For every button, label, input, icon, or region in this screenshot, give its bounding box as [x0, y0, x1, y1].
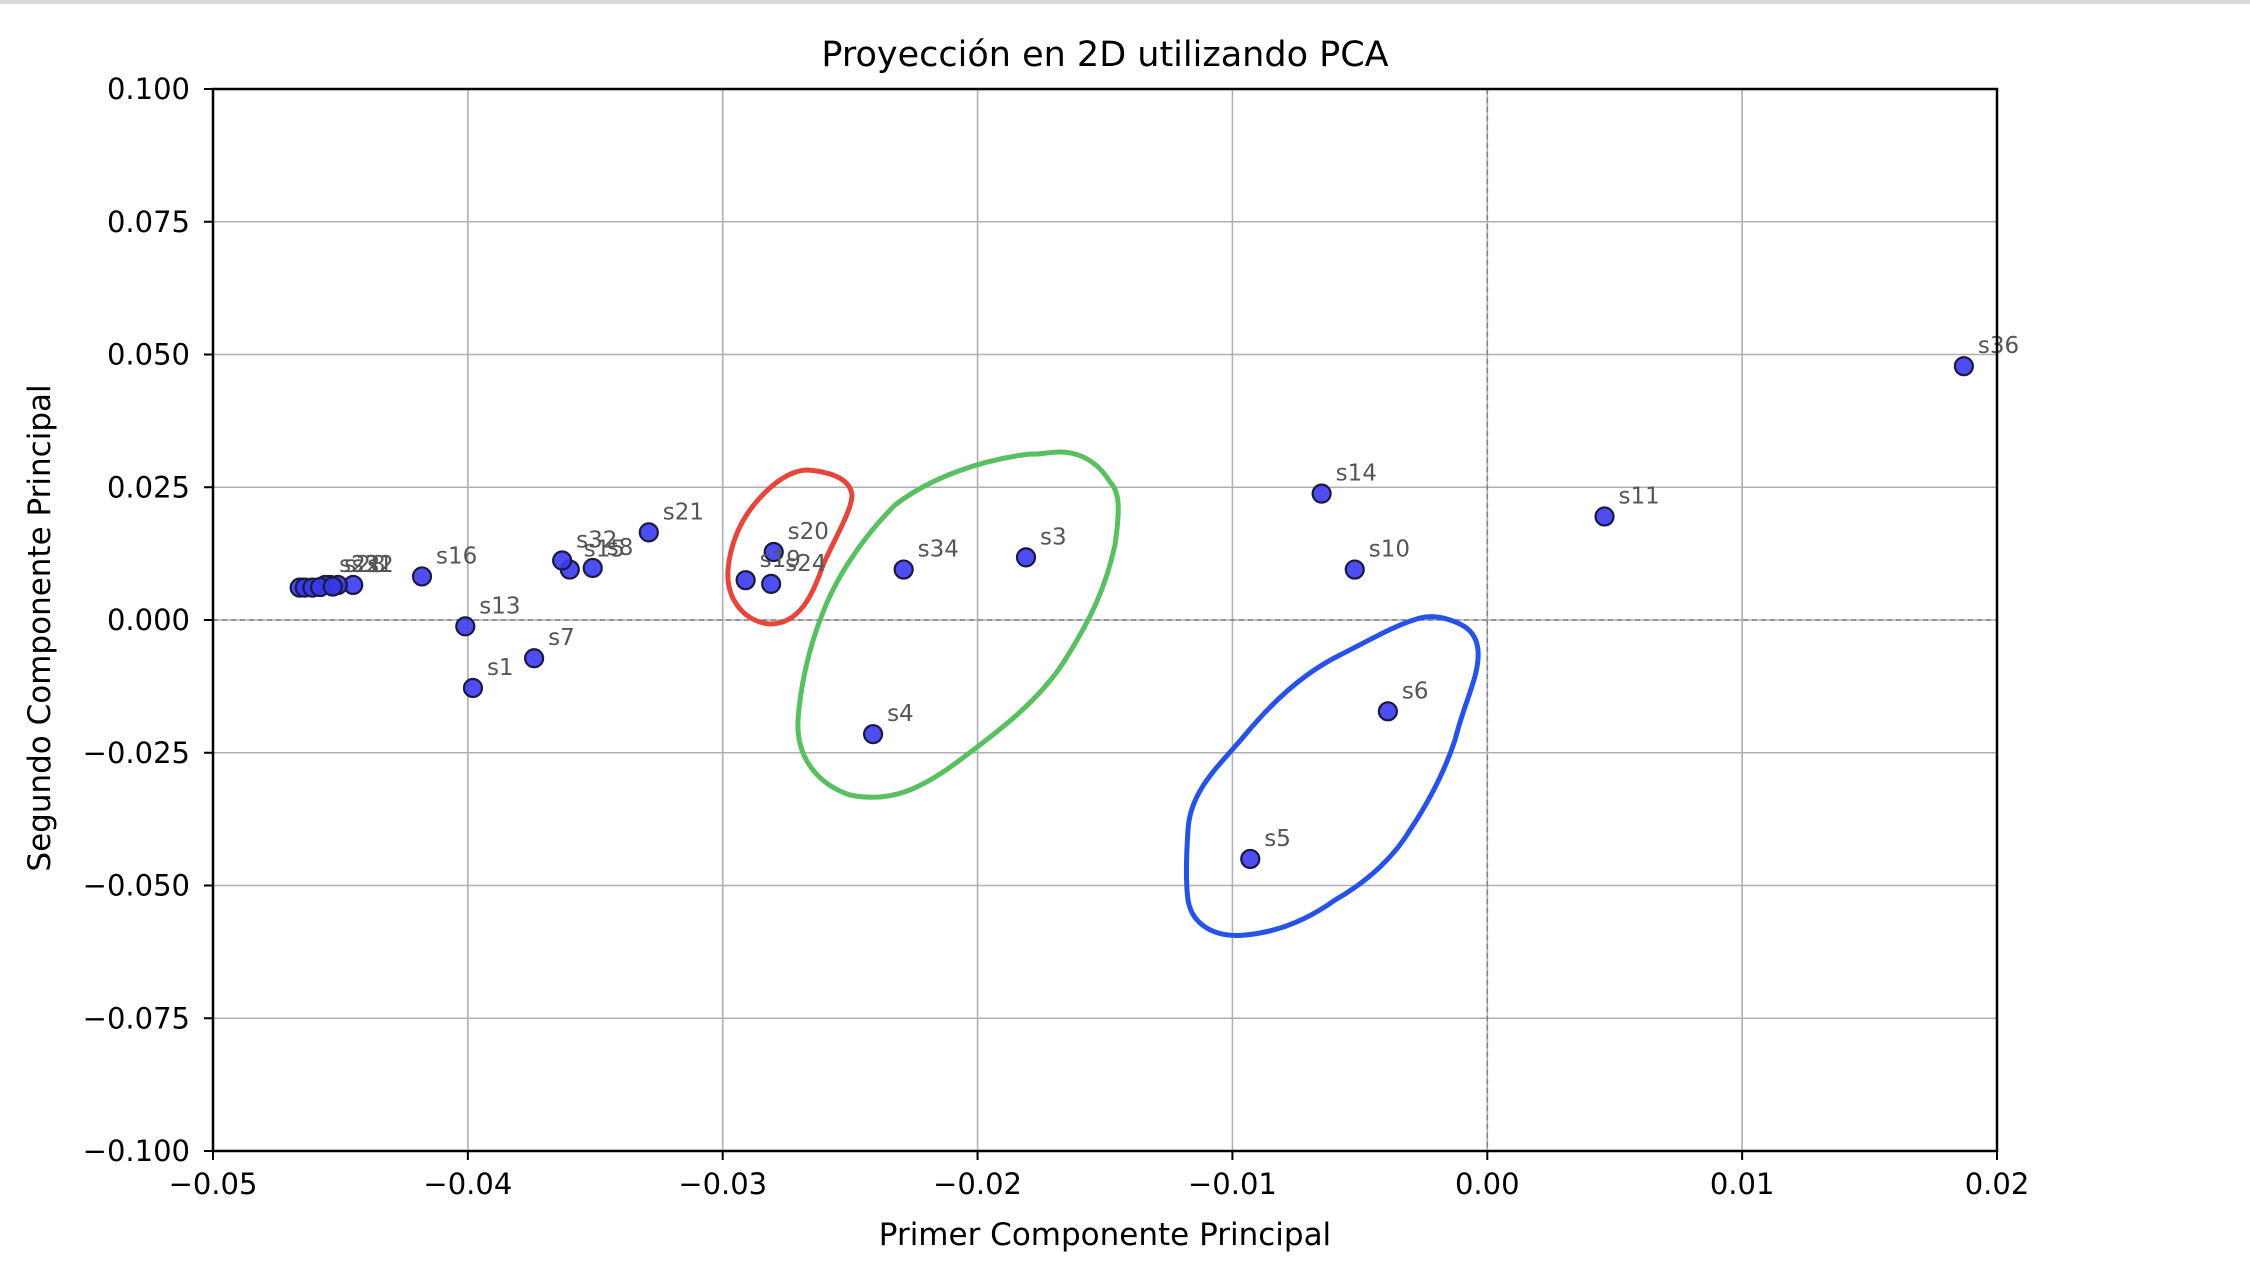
- data-point-s1: [462, 677, 484, 699]
- data-point-s3: [1015, 547, 1037, 568]
- point-label-s4: s4: [887, 701, 914, 727]
- point-label-s20: s20: [788, 519, 829, 545]
- x-axis-ticks: −0.05 −0.04 −0.03 −0.02 −0.01 0.00 0.01 0.02: [169, 1151, 2030, 1201]
- data-point-s21: [638, 522, 659, 543]
- zero-lines: [213, 89, 1997, 1151]
- x-tick-label: −0.02: [933, 1167, 1022, 1201]
- data-point-s36: [1953, 356, 1974, 377]
- annotation-loop-green: [795, 449, 1121, 800]
- point-label-s2: s2: [367, 552, 394, 578]
- point-label-s10: s10: [1369, 537, 1410, 563]
- x-tick-label: −0.03: [678, 1167, 767, 1201]
- y-tick-label: 0.075: [107, 205, 190, 239]
- data-point-s11: [1594, 506, 1615, 527]
- point-label-s7: s7: [548, 625, 575, 651]
- x-tick-label: 0.01: [1710, 1167, 1775, 1201]
- y-tick-label: −0.075: [83, 1001, 190, 1035]
- data-point-s20: [763, 541, 784, 563]
- data-point-s4: [862, 724, 884, 745]
- point-label-s22: s22: [339, 552, 380, 578]
- y-tick-label: 0.100: [107, 72, 190, 106]
- point-label-s31: s31: [352, 552, 393, 578]
- y-tick-label: 0.025: [107, 470, 190, 504]
- point-label-s5: s5: [1264, 826, 1291, 852]
- annotation-loops: [725, 449, 1481, 938]
- y-axis-ticks: 0.100 0.075 0.050 0.025 0.000 −0.025 −0.050 −0.…: [83, 72, 213, 1168]
- point-label-s14: s14: [1336, 461, 1377, 487]
- point-label-s16: s16: [436, 543, 477, 569]
- y-axis-title: Segundo Componente Principal: [22, 384, 58, 871]
- point-label-s36: s36: [1978, 333, 2019, 359]
- y-tick-label: −0.050: [83, 869, 190, 903]
- data-points: [289, 356, 1974, 870]
- annotation-loop-red: [725, 467, 855, 627]
- data-point-s8: [582, 557, 603, 579]
- y-tick-label: −0.025: [83, 736, 190, 770]
- point-label-s3: s3: [1040, 524, 1067, 550]
- data-point-s7: [524, 648, 545, 669]
- chart-title: Proyección en 2D utilizando PCA: [821, 35, 1388, 75]
- top-divider: [0, 0, 2250, 4]
- point-label-s24: s24: [785, 551, 826, 577]
- data-point-s13: [455, 616, 476, 637]
- point-label-s13: s13: [479, 593, 520, 619]
- point-label-s6: s6: [1402, 678, 1429, 704]
- x-tick-label: 0.00: [1455, 1167, 1520, 1201]
- data-point-s19: [735, 570, 756, 591]
- point-label-s34: s34: [918, 537, 959, 563]
- point-label-s28: s28: [344, 552, 385, 578]
- y-tick-label: 0.050: [107, 338, 190, 372]
- point-label-s1: s1: [487, 655, 514, 681]
- data-point: [322, 576, 343, 597]
- x-tick-label: −0.05: [169, 1167, 258, 1201]
- data-point-s5: [1240, 848, 1261, 870]
- point-label-s21: s21: [663, 499, 704, 525]
- x-tick-label: −0.01: [1188, 1167, 1277, 1201]
- y-tick-label: 0.000: [107, 603, 190, 637]
- data-point-s14: [1311, 483, 1332, 504]
- y-tick-label: −0.100: [83, 1134, 190, 1168]
- x-tick-label: 0.02: [1965, 1167, 2030, 1201]
- data-point-s24: [761, 573, 782, 594]
- point-label-s19: s19: [760, 547, 801, 573]
- data-point-s34: [893, 559, 914, 580]
- data-point-s10: [1344, 559, 1365, 580]
- x-tick-label: −0.04: [423, 1167, 512, 1201]
- point-label-s15: s15: [584, 537, 625, 563]
- data-point-s16: [411, 566, 433, 587]
- x-axis-title: Primer Componente Principal: [879, 1217, 1331, 1253]
- annotation-loop-blue: [1184, 614, 1481, 938]
- point-label-s32: s32: [576, 528, 617, 554]
- data-point-s32: [552, 550, 573, 571]
- point-label-s8: s8: [607, 535, 634, 561]
- point-label-s11: s11: [1619, 483, 1660, 509]
- data-point-s6: [1377, 701, 1398, 722]
